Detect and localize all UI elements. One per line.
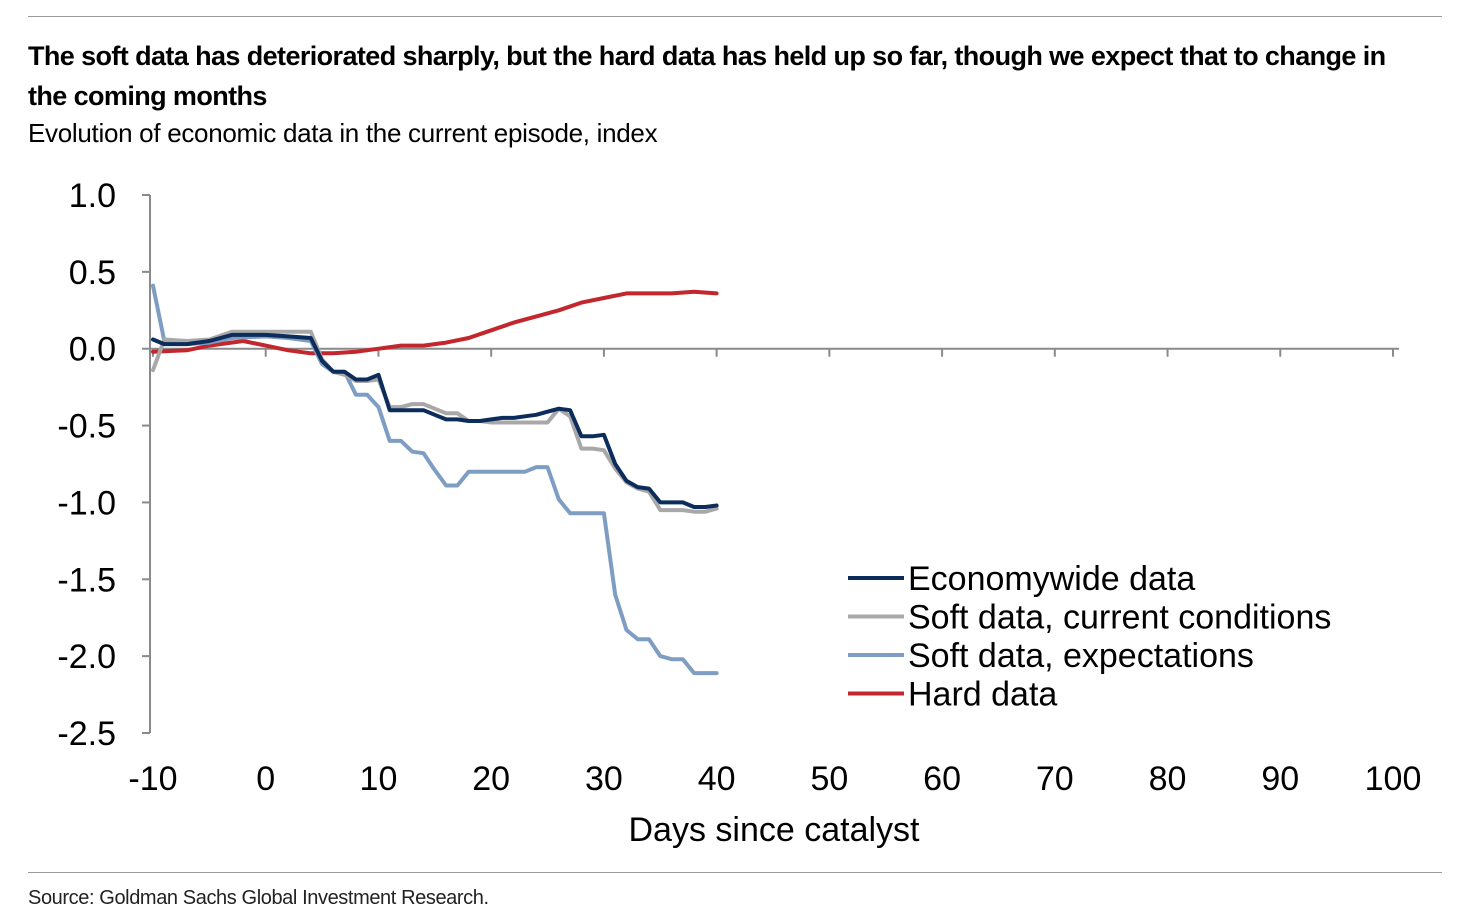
axes: 1.0 0.5 0.0 -0.5 -1.0 -1.5 -2.0 -2.5 -10 0 10 20 30 4… — [57, 177, 1421, 798]
legend-label: Soft data, current conditions — [908, 599, 1331, 637]
y-tick-label: -1.0 — [57, 484, 116, 522]
line-chart: 1.0 0.5 0.0 -0.5 -1.0 -1.5 -2.0 -2.5 -10 0 10 20 30 4… — [57, 177, 1421, 849]
top-rule — [28, 16, 1442, 17]
legend-label: Hard data — [908, 676, 1057, 714]
y-tick-label: -2.0 — [57, 638, 116, 676]
chart-subtitle: Evolution of economic data in the curren… — [28, 118, 658, 148]
x-tick-label: 70 — [1036, 760, 1074, 798]
x-tick-label: -10 — [128, 760, 177, 798]
y-tick-label: -0.5 — [57, 408, 116, 446]
x-tick-label: 90 — [1261, 760, 1299, 798]
x-tick-label: 40 — [698, 760, 736, 798]
series-line-hard-data — [151, 289, 719, 356]
bottom-rule — [28, 872, 1442, 873]
y-tick-label: -2.5 — [57, 715, 116, 753]
series-lines — [151, 283, 719, 676]
x-axis-label: Days since catalyst — [629, 811, 921, 849]
legend-label: Soft data, expectations — [908, 637, 1254, 675]
legend-label: Economywide data — [908, 560, 1195, 598]
y-tick-label: 0.5 — [69, 254, 116, 292]
source-note: Source: Goldman Sachs Global Investment … — [28, 887, 489, 909]
x-tick-label: 30 — [585, 760, 623, 798]
x-tick-label: 10 — [360, 760, 398, 798]
x-tick-label: 20 — [472, 760, 510, 798]
x-tick-label: 100 — [1365, 760, 1422, 798]
series-line-economywide-data — [151, 332, 719, 509]
x-tick-label: 60 — [923, 760, 961, 798]
x-tick-label: 80 — [1149, 760, 1187, 798]
chart-title: The soft data has deteriorated sharply, … — [28, 41, 1386, 111]
y-tick-label: 1.0 — [69, 177, 116, 215]
y-tick-label: 0.0 — [69, 331, 116, 369]
x-tick-label: 0 — [256, 760, 275, 798]
x-tick-label: 50 — [810, 760, 848, 798]
y-tick-label: -1.5 — [57, 561, 116, 599]
